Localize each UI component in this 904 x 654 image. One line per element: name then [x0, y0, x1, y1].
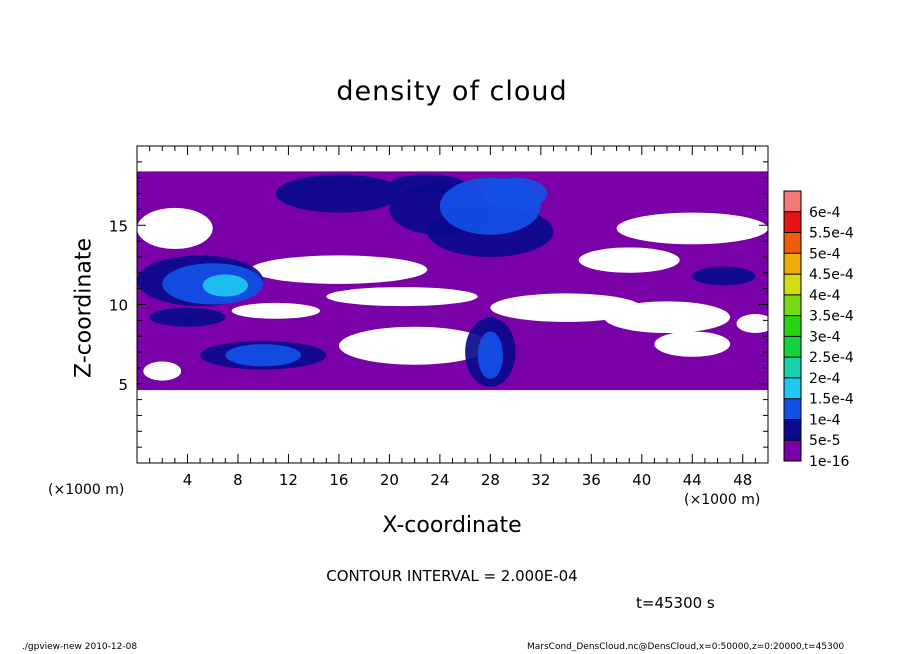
- colorbar-swatch: [784, 315, 801, 337]
- x-tick-label: 40: [632, 471, 651, 489]
- density-region: [202, 274, 249, 297]
- x-tick-label: 20: [380, 471, 399, 489]
- density-region: [149, 307, 226, 327]
- colorbar-swatch: [784, 294, 801, 316]
- density-region: [225, 344, 302, 367]
- x-tick-label: 44: [683, 471, 702, 489]
- colorbar-swatch: [784, 419, 801, 441]
- colorbar-label: 1e-4: [809, 412, 841, 428]
- footer-left: ./gpview-new 2010-12-08: [22, 642, 138, 652]
- x-tick-label: 8: [233, 471, 243, 489]
- clear-region: [490, 293, 642, 322]
- density-region: [275, 174, 403, 213]
- clear-region: [231, 302, 320, 319]
- x-unit-right: (×1000 m): [684, 492, 761, 508]
- colorbar-swatch: [784, 440, 801, 461]
- clear-region: [603, 301, 731, 334]
- colorbar-swatch: [784, 232, 801, 254]
- clear-region: [578, 247, 680, 273]
- y-tick-label: 15: [109, 217, 128, 235]
- colorbar: 1e-16 5e-5 1e-4 1.5e-4 2e-4 2.5e-4 3e-4 3.5e-4 4…: [783, 190, 854, 470]
- chart-title: density of cloud: [336, 76, 568, 107]
- x-tick-label: 28: [481, 471, 500, 489]
- time-label: t=45300 s: [636, 594, 715, 612]
- clear-region: [137, 207, 213, 250]
- x-axis-label: X-coordinate: [382, 513, 522, 538]
- colorbar-label: 1.5e-4: [809, 392, 854, 408]
- colorbar-label: 5e-4: [809, 246, 841, 262]
- y-tick-label: 10: [109, 297, 128, 315]
- footer-right: MarsCond_DensCloud.nc@DensCloud,x=0:5000…: [527, 642, 845, 652]
- cloud-field: [137, 171, 768, 391]
- colorbar-label: 5e-5: [809, 433, 840, 449]
- colorbar-swatch: [784, 377, 801, 399]
- clear-region: [250, 255, 428, 284]
- contour-interval: CONTOUR INTERVAL = 2.000E-04: [326, 567, 578, 585]
- colorbar-swatch: [784, 191, 801, 212]
- x-tick-label: 12: [279, 471, 298, 489]
- x-tick-label: 4: [183, 471, 193, 489]
- y-tick-label: 5: [118, 376, 128, 394]
- colorbar-label: 6e-4: [809, 205, 841, 221]
- colorbar-swatch: [784, 211, 801, 233]
- clear-region: [736, 314, 768, 334]
- colorbar-label: 4e-4: [809, 288, 841, 304]
- clear-region: [654, 331, 731, 357]
- clear-region: [616, 212, 768, 245]
- colorbar-label: 4.5e-4: [809, 267, 854, 283]
- colorbar-label: 5.5e-4: [809, 226, 854, 242]
- colorbar-swatch: [784, 398, 801, 420]
- density-region: [477, 331, 503, 379]
- colorbar-label: 3e-4: [809, 329, 841, 345]
- clear-region: [326, 287, 478, 307]
- colorbar-swatch: [784, 336, 801, 358]
- density-region: [692, 266, 756, 286]
- colorbar-label: 2e-4: [809, 371, 841, 387]
- density-region: [484, 177, 548, 210]
- x-tick-label: 24: [430, 471, 449, 489]
- colorbar-label: 2.5e-4: [809, 350, 854, 366]
- y-axis-label: Z-coordinate: [71, 238, 97, 378]
- x-tick-label: 16: [329, 471, 348, 489]
- colorbar-swatch: [784, 274, 801, 295]
- clear-region: [338, 326, 491, 365]
- density-region: [389, 174, 466, 194]
- x-unit-left: (×1000 m): [48, 482, 125, 498]
- clear-region: [143, 361, 182, 381]
- x-tick-label: 32: [531, 471, 550, 489]
- x-tick-label: 36: [582, 471, 601, 489]
- x-tick-label: 48: [733, 471, 752, 489]
- x-axis: 4 8 12 16 20 24 28 32 36 40 44 48: [149, 146, 756, 489]
- colorbar-swatch: [784, 357, 801, 378]
- y-axis: 5 10 15: [109, 161, 768, 448]
- colorbar-label: 3.5e-4: [809, 309, 854, 325]
- colorbar-swatch: [784, 253, 801, 275]
- colorbar-label: 1e-16: [809, 454, 849, 470]
